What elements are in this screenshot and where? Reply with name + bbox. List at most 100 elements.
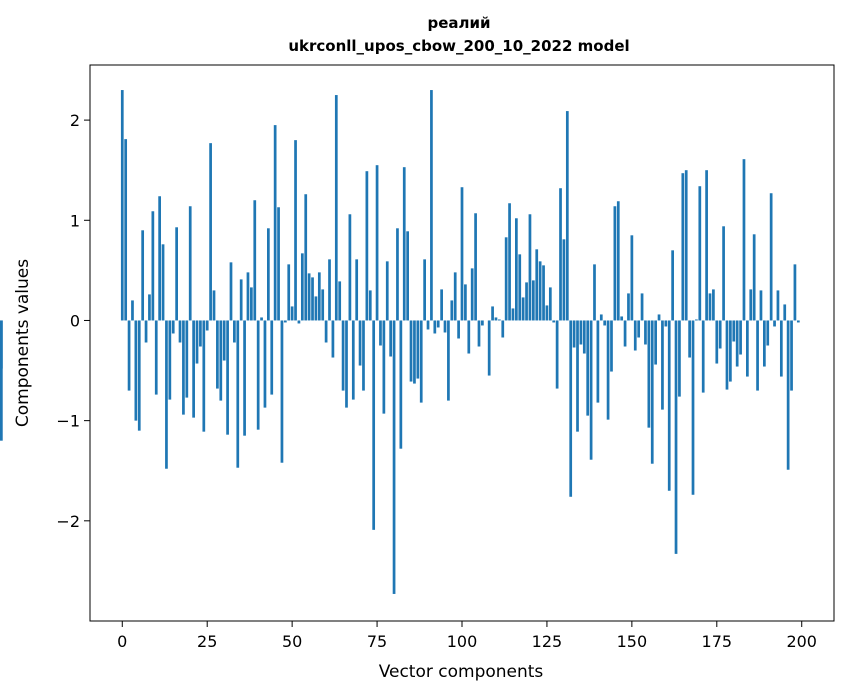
bar-131	[565, 111, 569, 321]
x-tick-label: 100	[447, 632, 478, 651]
bar-45	[273, 125, 277, 321]
bar-78	[385, 261, 389, 321]
bar-57	[314, 296, 318, 321]
bar-17	[178, 320, 182, 343]
bar-18	[182, 320, 185, 415]
bar-39	[253, 200, 257, 321]
bar-3	[131, 300, 134, 321]
bar-172	[705, 170, 708, 321]
bar-160	[664, 320, 668, 327]
bar-63	[334, 95, 338, 321]
bar-32	[229, 262, 233, 321]
bar-177	[722, 226, 725, 321]
bar-54	[304, 194, 308, 321]
bar-22	[195, 320, 199, 364]
bar-150	[630, 235, 634, 321]
bar-117	[518, 254, 522, 321]
bar-142	[603, 320, 607, 326]
x-tick-label: 75	[367, 632, 387, 651]
bar-192	[773, 320, 776, 327]
bar-44	[270, 320, 274, 395]
y-tick-label: −1	[56, 412, 80, 431]
bar-170	[698, 186, 702, 321]
bar-109	[491, 306, 494, 321]
bar-61	[328, 259, 331, 321]
bar-144	[610, 320, 613, 372]
bar-49	[287, 264, 291, 321]
chart-subtitle: ukrconll_upos_cbow_200_10_2022 model	[288, 37, 629, 55]
bar-125	[545, 305, 549, 321]
bar-149	[627, 293, 630, 321]
bar-173	[708, 293, 712, 321]
y-tick-label: −2	[56, 512, 80, 531]
y-axis-label: Components values	[13, 259, 33, 427]
bar-112	[501, 320, 505, 338]
bar-181	[735, 320, 739, 367]
bar-23	[199, 320, 202, 347]
bar-162	[671, 250, 674, 321]
bar-64	[338, 281, 342, 321]
bar-158	[657, 314, 661, 321]
bar-127	[552, 320, 556, 323]
bar-126	[548, 287, 552, 321]
bar-7	[144, 320, 148, 343]
bar-193	[776, 290, 780, 321]
bar-108	[487, 320, 491, 376]
bar-182	[739, 320, 742, 355]
bar-66	[345, 320, 348, 408]
bar-180	[732, 320, 736, 342]
bar-100	[460, 187, 464, 321]
bar-179	[729, 320, 732, 382]
bar-71	[362, 320, 365, 391]
bar-155	[647, 320, 651, 428]
bar-119	[525, 282, 528, 321]
bar-97	[450, 300, 454, 321]
bar-135	[579, 320, 583, 345]
bar-12	[161, 244, 165, 321]
bar-13	[165, 320, 168, 469]
bar-166	[684, 170, 688, 321]
bar-24	[202, 320, 206, 432]
bar-111	[498, 319, 501, 321]
x-tick-label: 175	[702, 632, 733, 651]
bar-152	[637, 320, 641, 338]
bar-51	[294, 140, 297, 321]
bar-43	[267, 228, 270, 321]
bar-59	[321, 289, 325, 321]
bar-123	[538, 261, 542, 321]
bar-99	[457, 320, 460, 339]
bar-0	[120, 90, 124, 321]
bar-62	[331, 320, 335, 358]
bar-42	[263, 320, 267, 408]
x-tick-label: 0	[117, 632, 127, 651]
bar-136	[582, 320, 586, 354]
bar-74	[372, 320, 376, 530]
x-tick-label: 200	[786, 632, 817, 651]
bar-101	[464, 284, 467, 321]
bar-124	[542, 265, 545, 321]
bar-82	[399, 320, 403, 449]
bar-104	[474, 213, 477, 321]
bar-56	[311, 277, 314, 321]
bar-156	[650, 320, 654, 464]
bar-141	[599, 314, 603, 321]
bar-11	[158, 196, 161, 321]
bar-121	[531, 280, 535, 321]
plot-frame	[89, 64, 835, 622]
bar-46	[277, 207, 280, 321]
bar-80	[392, 320, 396, 594]
bar-77	[382, 320, 386, 414]
bar-169	[695, 319, 698, 321]
bar-196	[786, 320, 790, 470]
bar-55	[307, 273, 311, 321]
bar-133	[572, 320, 576, 348]
bar-65	[341, 320, 345, 391]
bar-185	[749, 289, 753, 321]
bar-30	[222, 320, 226, 361]
bar-20	[188, 206, 192, 321]
bar-70	[358, 320, 362, 366]
bar-81	[396, 228, 399, 321]
bar-86	[413, 320, 416, 384]
bar-50	[290, 306, 294, 321]
